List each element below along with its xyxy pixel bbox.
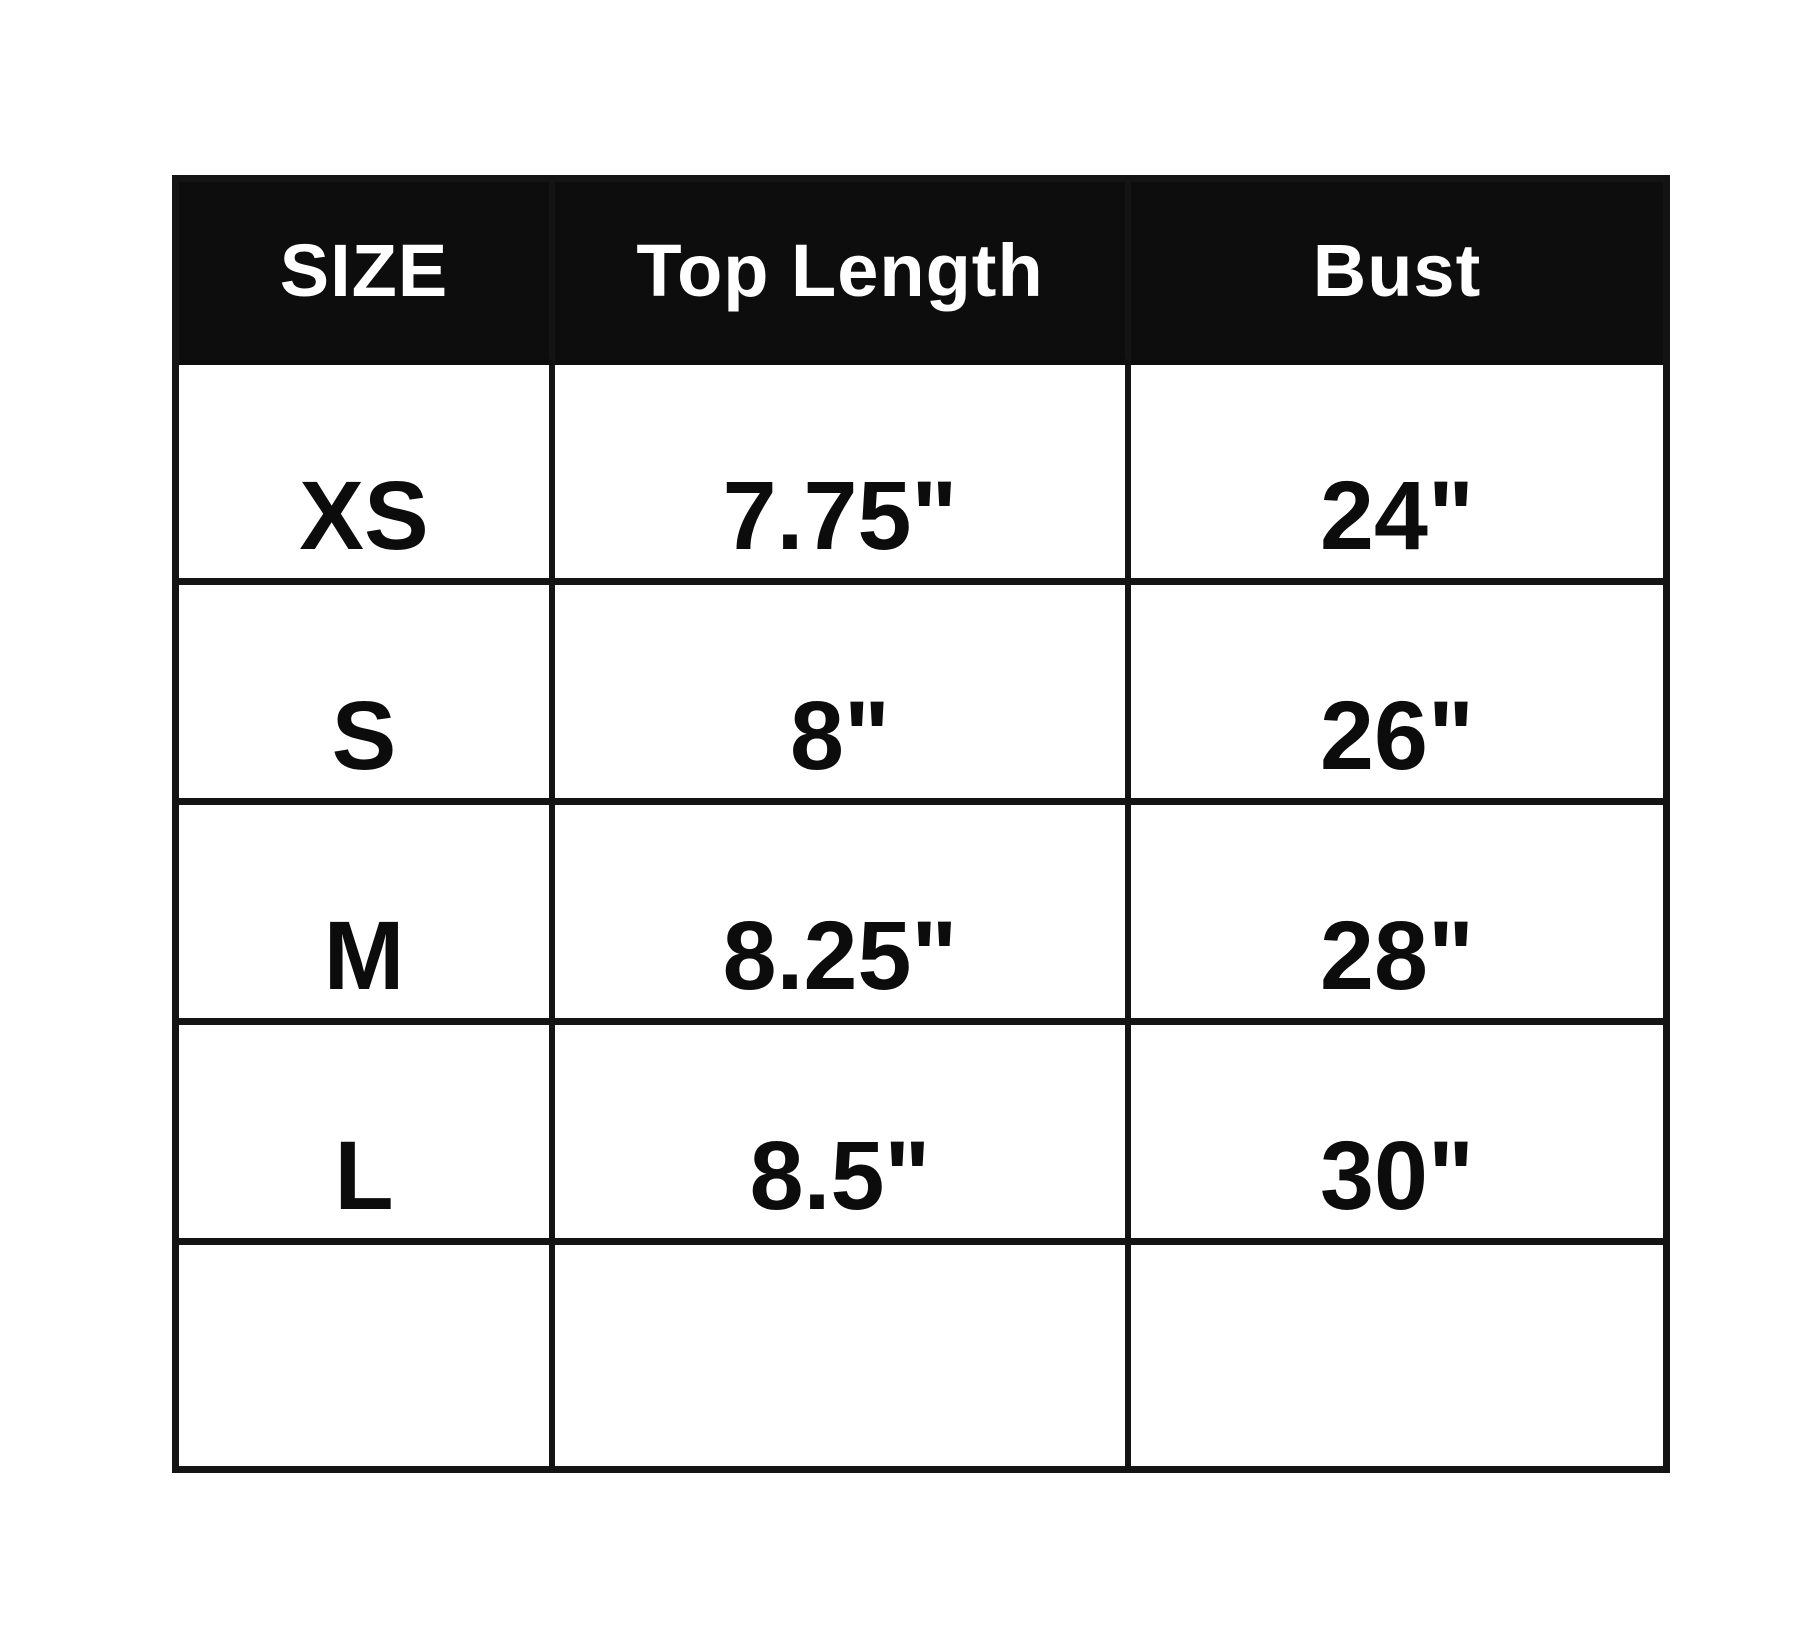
cell-bust-empty [1131, 1245, 1663, 1466]
cell-size-l: L [179, 1025, 555, 1245]
column-header-bust: Bust [1131, 182, 1663, 365]
cell-top-length-s: 8" [555, 585, 1131, 805]
cell-top-length-l: 8.5" [555, 1025, 1131, 1245]
cell-top-length-xs: 7.75" [555, 365, 1131, 585]
cell-top-length-empty [555, 1245, 1131, 1466]
cell-bust-s: 26" [1131, 585, 1663, 805]
cell-bust-l: 30" [1131, 1025, 1663, 1245]
column-header-top-length: Top Length [555, 182, 1131, 365]
cell-size-empty [179, 1245, 555, 1466]
cell-size-m: M [179, 805, 555, 1025]
size-chart-table: SIZE Top Length Bust XS 7.75" 24" S 8" 2… [172, 175, 1670, 1473]
cell-top-length-m: 8.25" [555, 805, 1131, 1025]
cell-size-xs: XS [179, 365, 555, 585]
column-header-size: SIZE [179, 182, 555, 365]
cell-bust-xs: 24" [1131, 365, 1663, 585]
cell-bust-m: 28" [1131, 805, 1663, 1025]
cell-size-s: S [179, 585, 555, 805]
